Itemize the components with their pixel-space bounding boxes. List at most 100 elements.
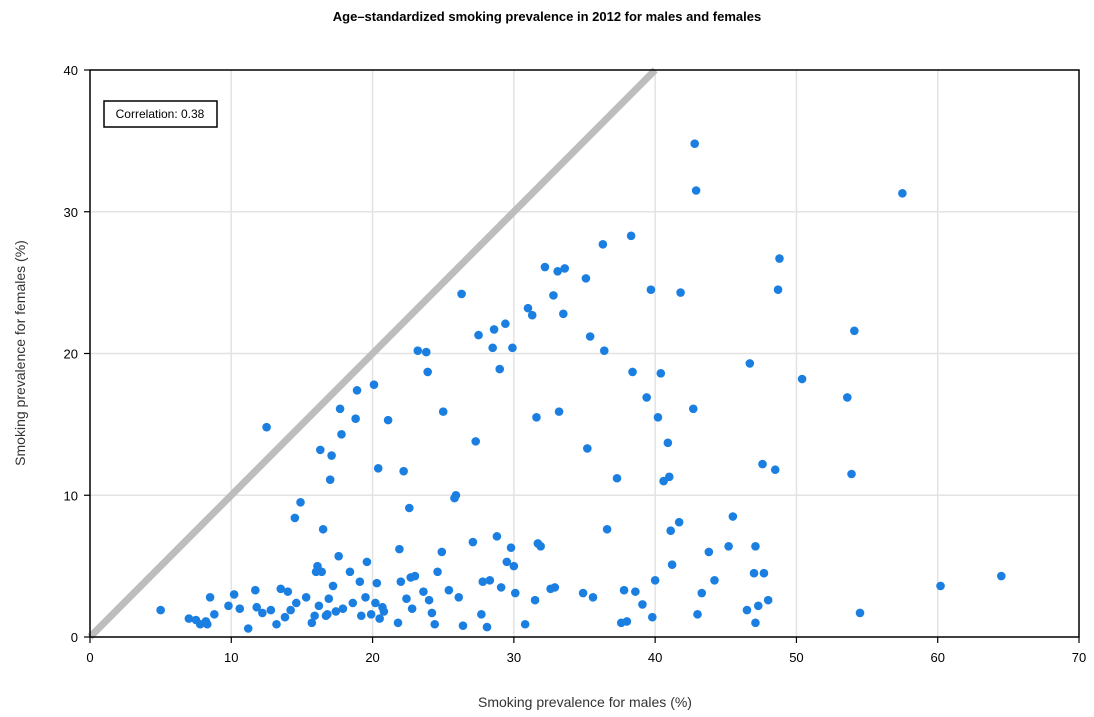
data-point: [419, 587, 428, 596]
data-point: [266, 605, 276, 615]
data-point: [310, 611, 319, 621]
y-tick-label: 10: [64, 488, 78, 503]
data-point: [362, 557, 372, 567]
data-point: [371, 598, 380, 608]
data-point: [396, 577, 406, 587]
data-point: [697, 588, 707, 598]
data-point: [653, 412, 663, 422]
data-point: [430, 619, 440, 629]
data-point: [405, 503, 414, 513]
data-point: [855, 608, 865, 618]
data-point: [474, 330, 483, 340]
data-point: [457, 289, 466, 299]
data-point: [291, 598, 301, 608]
data-point: [252, 602, 262, 612]
data-point: [301, 593, 311, 602]
data-point: [583, 444, 592, 453]
data-point: [646, 285, 656, 295]
data-point: [424, 595, 434, 605]
data-point: [335, 404, 345, 414]
data-point: [373, 464, 383, 473]
data-point: [323, 610, 332, 619]
x-tick-label: 30: [507, 650, 521, 665]
data-point: [502, 557, 512, 567]
data-point: [325, 475, 335, 484]
data-point: [235, 604, 245, 613]
data-point: [286, 605, 295, 615]
data-point: [553, 266, 562, 276]
data-point: [749, 568, 759, 578]
data-point: [229, 590, 239, 599]
data-point: [666, 526, 675, 535]
data-point: [710, 576, 719, 585]
data-point: [540, 262, 550, 272]
data-point: [379, 607, 389, 616]
data-point: [585, 332, 595, 341]
data-point: [393, 618, 403, 628]
data-point: [751, 541, 760, 551]
data-point: [395, 544, 404, 554]
data-point: [423, 367, 432, 377]
data-point: [283, 587, 293, 596]
data-point: [650, 576, 660, 585]
data-point: [485, 576, 495, 585]
data-point: [509, 561, 519, 571]
data-point: [478, 577, 488, 587]
data-point: [775, 254, 784, 263]
data-point: [693, 610, 702, 619]
x-tick-label: 10: [224, 650, 238, 665]
data-point: [375, 614, 384, 623]
data-point: [664, 472, 674, 482]
data-point: [663, 438, 673, 448]
data-point: [850, 326, 859, 336]
data-point: [602, 524, 612, 534]
data-point: [407, 604, 417, 613]
data-point: [690, 139, 700, 149]
data-point: [745, 359, 755, 368]
y-tick-label: 20: [64, 347, 78, 362]
data-point: [399, 466, 408, 476]
data-point: [454, 593, 464, 602]
data-point: [315, 445, 325, 455]
data-point: [631, 587, 640, 596]
data-point: [704, 547, 714, 557]
data-point: [369, 380, 379, 389]
data-point: [527, 310, 537, 320]
data-point: [184, 614, 194, 623]
x-axis-label: Smoking prevalence for males (%): [478, 694, 692, 710]
data-point: [688, 404, 698, 414]
data-point: [667, 560, 677, 570]
data-point: [361, 593, 370, 602]
data-point: [506, 543, 516, 552]
correlation-text: Correlation: 0.38: [116, 107, 205, 121]
data-point: [759, 568, 769, 578]
data-point: [372, 578, 382, 588]
data-point: [433, 567, 442, 577]
data-point: [290, 513, 300, 523]
data-point: [532, 412, 541, 422]
data-point: [598, 240, 608, 249]
data-point: [936, 581, 945, 591]
x-tick-label: 60: [930, 650, 944, 665]
data-point: [272, 619, 281, 629]
data-point: [559, 309, 568, 319]
data-point: [898, 189, 907, 198]
data-point: [642, 393, 651, 402]
data-point: [224, 601, 233, 611]
data-point: [468, 537, 478, 547]
y-tick-label: 30: [64, 205, 78, 220]
data-point: [410, 571, 420, 581]
data-point: [210, 610, 219, 619]
data-point: [612, 473, 622, 483]
data-point: [383, 415, 393, 425]
data-point: [578, 588, 588, 598]
data-point: [437, 547, 447, 557]
data-point: [554, 407, 564, 416]
data-point: [656, 369, 666, 378]
data-point: [317, 567, 327, 577]
data-point: [280, 612, 290, 622]
data-point: [421, 347, 431, 357]
data-point: [797, 374, 807, 384]
data-point: [328, 581, 338, 591]
